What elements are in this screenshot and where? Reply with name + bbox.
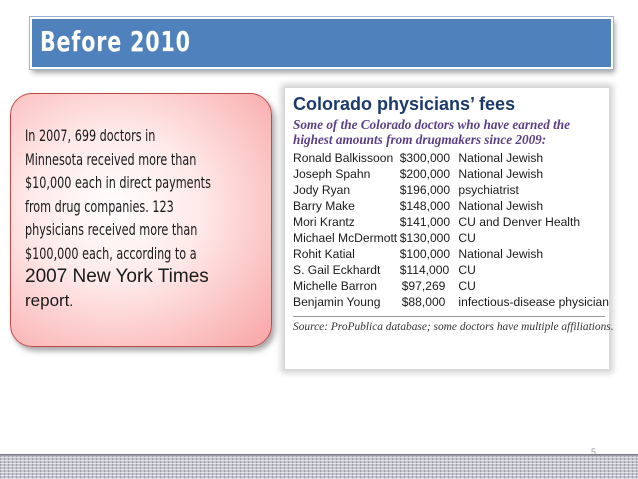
physician-name: Barry Make bbox=[293, 199, 355, 213]
payment-amount: $300,000 bbox=[399, 151, 451, 165]
physician-name: Benjamin Young bbox=[293, 295, 381, 309]
affiliation: CU and Denver Health bbox=[458, 215, 581, 229]
table-row: Ronald Balkissoon $300,000 National Jewish bbox=[293, 150, 609, 166]
affiliation: National Jewish bbox=[458, 247, 544, 261]
callout-line: $100,000 each, according to a bbox=[25, 243, 197, 263]
table-row: Michelle Barron $97,269 CU bbox=[293, 278, 609, 294]
title-bar: Before 2010 bbox=[29, 16, 614, 70]
physician-name: Jody Ryan bbox=[293, 183, 351, 197]
affiliation: psychiatrist bbox=[458, 183, 519, 197]
affiliation: CU bbox=[458, 263, 476, 277]
table-row: Joseph Spahn $200,000 National Jewish bbox=[293, 166, 609, 182]
affiliation: infectious-disease physician bbox=[458, 295, 609, 309]
payment-amount: $141,000 bbox=[399, 215, 451, 229]
payment-amount: $100,000 bbox=[399, 247, 451, 261]
physician-name: Mori Krantz bbox=[293, 215, 355, 229]
callout-text: In 2007, 699 doctors in Minnesota receiv… bbox=[25, 124, 285, 313]
affiliation: CU bbox=[458, 231, 476, 245]
callout-source-name: 2007 New York Times bbox=[25, 266, 209, 287]
payment-amount: $130,000 bbox=[399, 231, 451, 245]
table-row: Benjamin Young $88,000 infectious-disease … bbox=[293, 294, 609, 310]
table-row: Rohit Katial $100,000 National Jewish bbox=[293, 246, 609, 262]
callout-line: $10,000 each in direct payments bbox=[25, 173, 211, 192]
fees-table: Ronald Balkissoon $300,000 National Jewish… bbox=[293, 150, 609, 310]
callout-line: In 2007, 699 doctors in bbox=[25, 126, 156, 145]
physician-name: Ronald Balkissoon bbox=[293, 151, 394, 165]
table-row: S. Gail Eckhardt $114,000 CU bbox=[293, 262, 609, 278]
affiliation: National Jewish bbox=[458, 199, 544, 213]
callout-box: In 2007, 699 doctors in Minnesota receiv… bbox=[10, 93, 272, 347]
table-row: Mori Krantz $141,000 CU and Denver Health bbox=[293, 214, 609, 230]
payment-amount: $200,000 bbox=[399, 167, 451, 181]
callout-line: physicians received more than bbox=[25, 220, 198, 239]
physician-name: Michelle Barron bbox=[293, 279, 378, 293]
physician-name: Michael McDermott bbox=[293, 231, 398, 245]
clipping-divider bbox=[293, 316, 605, 317]
payment-amount: $114,000 bbox=[399, 263, 450, 277]
footer-divider bbox=[0, 454, 638, 455]
payment-amount: $88,000 bbox=[401, 295, 446, 309]
physician-name: Rohit Katial bbox=[293, 247, 355, 261]
callout-line: Minnesota received more than bbox=[25, 149, 197, 169]
clipping-subtitle: Some of the Colorado doctors who have ea… bbox=[293, 117, 570, 147]
callout-report-word: report bbox=[25, 291, 70, 310]
affiliation: CU bbox=[458, 279, 476, 293]
slide-title: Before 2010 bbox=[40, 25, 191, 58]
payment-amount: $196,000 bbox=[399, 183, 451, 197]
payment-amount: $148,000 bbox=[399, 199, 451, 213]
table-row: Barry Make $148,000 National Jewish bbox=[293, 198, 609, 214]
clipping-source: Source: ProPublica database; some doctor… bbox=[293, 321, 614, 333]
table-row: Michael McDermott $130,000 CU bbox=[293, 230, 609, 246]
physician-name: Joseph Spahn bbox=[293, 167, 371, 181]
footer-band bbox=[0, 455, 638, 479]
page-number: 5 bbox=[591, 447, 597, 457]
affiliation: National Jewish bbox=[458, 151, 544, 165]
clipping-title: Colorado physicians’ fees bbox=[293, 94, 516, 114]
callout-period: . bbox=[69, 293, 74, 309]
payment-amount: $97,269 bbox=[401, 279, 446, 293]
affiliation: National Jewish bbox=[458, 167, 544, 181]
callout-line: from drug companies. 123 bbox=[25, 196, 174, 216]
callout-source-end: report. bbox=[25, 289, 285, 313]
table-row: Jody Ryan $196,000 psychiatrist bbox=[293, 182, 609, 198]
physician-name: S. Gail Eckhardt bbox=[293, 263, 381, 277]
newspaper-clipping: Colorado physicians’ fees Some of the Co… bbox=[284, 87, 614, 370]
